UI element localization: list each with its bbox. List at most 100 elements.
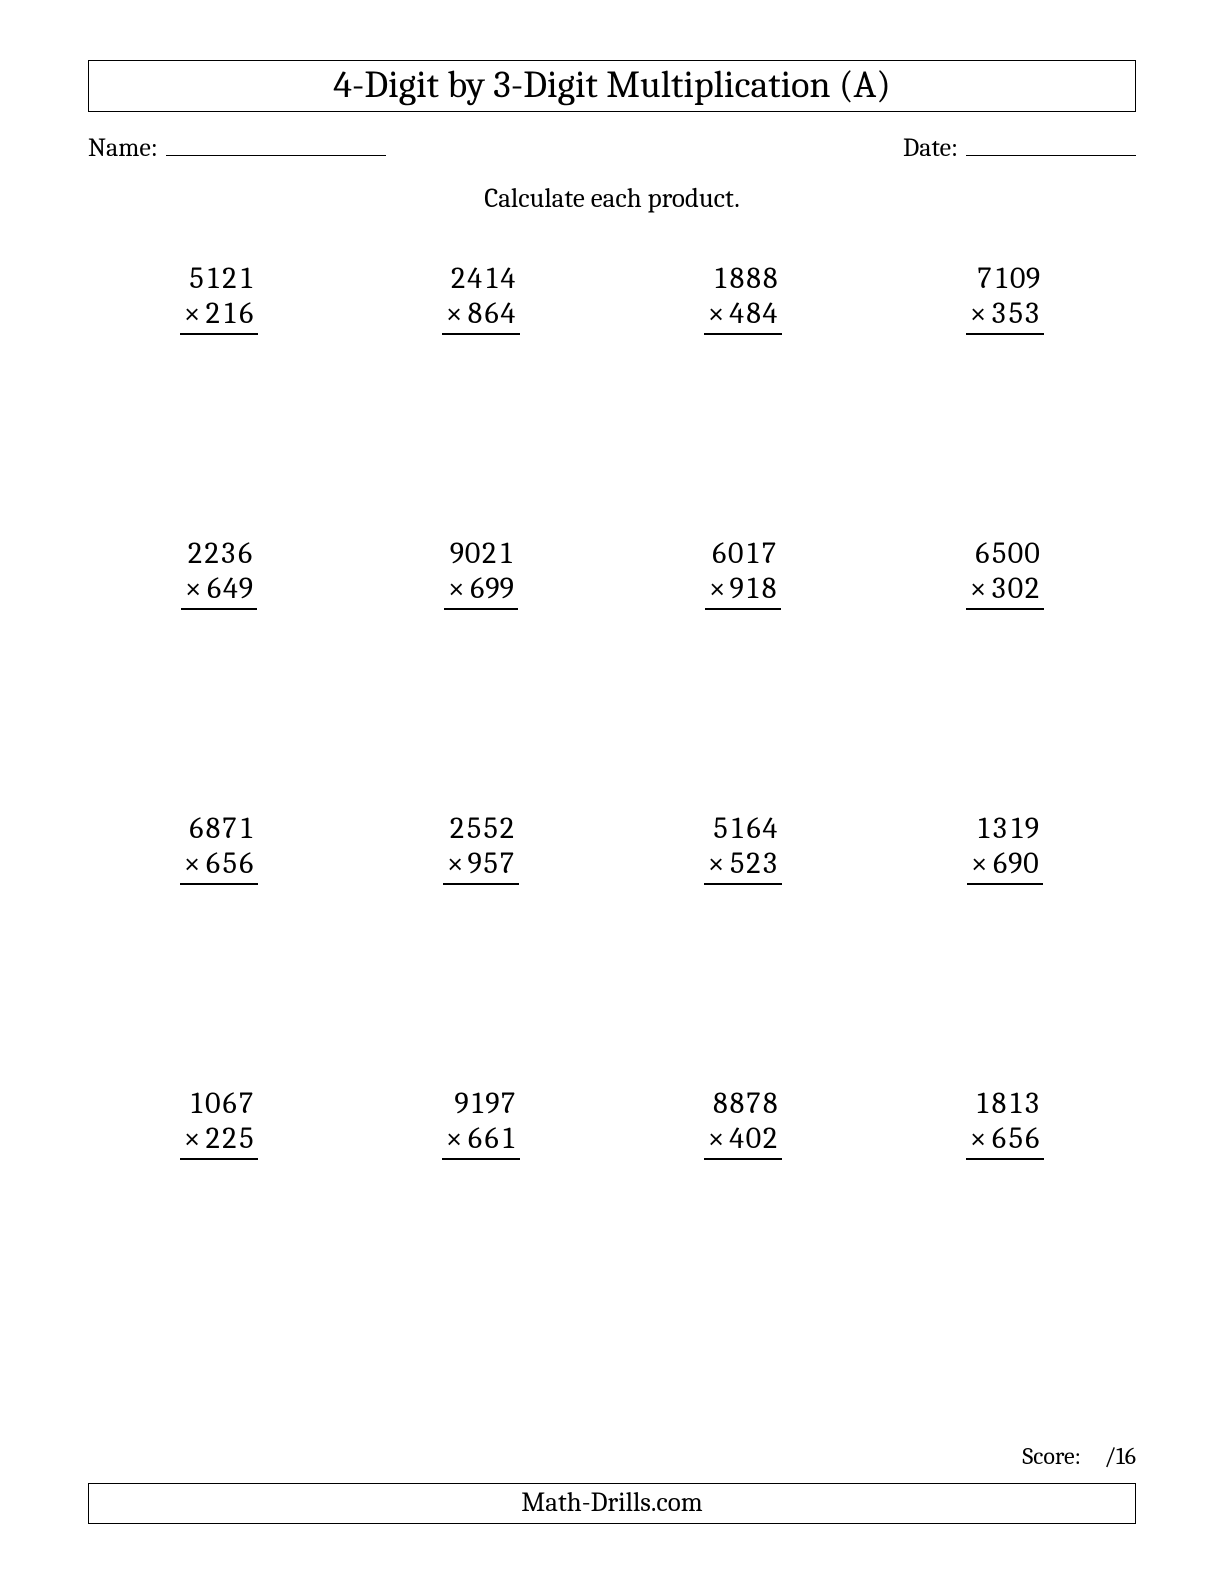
multiplier: 957	[468, 846, 516, 881]
multiplier-row: ×656	[966, 1122, 1045, 1161]
multiplier-row: ×864	[442, 297, 521, 336]
multiplicand: 6500	[966, 537, 1045, 572]
problem: 5121×216	[88, 262, 350, 537]
multiply-symbol: ×	[184, 296, 201, 331]
multiplier-row: ×523	[704, 847, 783, 886]
multiplicand: 5164	[704, 812, 783, 847]
multiply-symbol: ×	[184, 846, 201, 881]
multiplier: 523	[728, 846, 778, 881]
multiply-symbol: ×	[971, 846, 988, 881]
multiply-symbol: ×	[448, 571, 465, 606]
multiplier: 864	[466, 296, 516, 331]
meta-row: Name: Date:	[88, 130, 1136, 163]
multiplier-row: ×957	[443, 847, 519, 886]
multiplier-row: ×918	[705, 572, 781, 611]
multiplicand: 1888	[704, 262, 783, 297]
footer-text: Math-Drills.com	[521, 1487, 702, 1518]
problem: 6017×918	[612, 537, 874, 812]
multiplication-problem: 1067×225	[180, 1087, 259, 1362]
multiplier: 690	[992, 846, 1040, 881]
multiplication-problem: 6871×656	[180, 812, 259, 1087]
problem: 2414×864	[350, 262, 612, 537]
problem: 6500×302	[874, 537, 1136, 812]
multiplication-problem: 6500×302	[966, 537, 1045, 812]
multiplication-problem: 1888×484	[704, 262, 783, 537]
multiply-symbol: ×	[446, 296, 463, 331]
multiply-symbol: ×	[708, 296, 725, 331]
multiplicand: 1319	[967, 812, 1043, 847]
problem: 9021×699	[350, 537, 612, 812]
multiplier-row: ×216	[180, 297, 259, 336]
multiplier-row: ×661	[442, 1122, 521, 1161]
multiplication-problem: 9197×661	[442, 1087, 521, 1362]
problem: 8878×402	[612, 1087, 874, 1362]
problems-grid: 5121×2162414×8641888×4847109×3532236×649…	[88, 262, 1136, 1362]
multiplier: 918	[730, 571, 778, 606]
multiplication-problem: 6017×918	[705, 537, 781, 812]
multiply-symbol: ×	[970, 296, 987, 331]
multiplier: 302	[990, 571, 1040, 606]
multiplication-problem: 1813×656	[966, 1087, 1045, 1362]
problem: 2236×649	[88, 537, 350, 812]
multiplier: 656	[204, 846, 254, 881]
multiplication-problem: 1319×690	[967, 812, 1043, 1087]
multiplicand: 2236	[181, 537, 257, 572]
multiplicand: 5121	[180, 262, 259, 297]
score-total: /16	[1104, 1442, 1136, 1470]
multiply-symbol: ×	[446, 1121, 463, 1156]
worksheet-title: 4-Digit by 3-Digit Multiplication (A)	[333, 63, 891, 107]
multiplier-row: ×699	[444, 572, 518, 611]
multiplier: 649	[206, 571, 254, 606]
multiplicand: 8878	[704, 1087, 783, 1122]
multiplier: 699	[469, 571, 514, 606]
multiplier-row: ×302	[966, 572, 1045, 611]
problem: 1319×690	[874, 812, 1136, 1087]
multiplier-row: ×353	[966, 297, 1045, 336]
multiplier: 484	[728, 296, 778, 331]
worksheet-page: 4-Digit by 3-Digit Multiplication (A) Na…	[88, 60, 1136, 1524]
multiplication-problem: 9021×699	[444, 537, 518, 812]
multiply-symbol: ×	[708, 1121, 725, 1156]
date-label: Date:	[903, 133, 958, 163]
multiplication-problem: 2552×957	[443, 812, 519, 1087]
date-field-group: Date:	[903, 130, 1136, 163]
multiplication-problem: 8878×402	[704, 1087, 783, 1362]
multiplicand: 1813	[966, 1087, 1045, 1122]
footer-box: Math-Drills.com	[88, 1483, 1136, 1524]
multiplicand: 9021	[444, 537, 518, 572]
multiplier: 225	[204, 1121, 254, 1156]
multiplier: 402	[728, 1121, 778, 1156]
multiplicand: 9197	[442, 1087, 521, 1122]
multiply-symbol: ×	[708, 846, 725, 881]
multiplier: 216	[204, 296, 254, 331]
multiplication-problem: 5121×216	[180, 262, 259, 537]
multiply-symbol: ×	[184, 1121, 201, 1156]
problem: 1067×225	[88, 1087, 350, 1362]
multiplier: 353	[990, 296, 1040, 331]
multiplicand: 6871	[180, 812, 259, 847]
multiplicand: 1067	[180, 1087, 259, 1122]
score-label: Score:	[1022, 1442, 1081, 1470]
problem: 9197×661	[350, 1087, 612, 1362]
name-field-group: Name:	[88, 130, 386, 163]
multiplier-row: ×649	[181, 572, 257, 611]
multiplier: 656	[990, 1121, 1040, 1156]
multiplier-row: ×656	[180, 847, 259, 886]
instruction-text: Calculate each product.	[88, 183, 1136, 214]
name-blank[interactable]	[166, 130, 386, 156]
multiplier-row: ×402	[704, 1122, 783, 1161]
multiply-symbol: ×	[709, 571, 726, 606]
score-area: Score: /16	[1022, 1442, 1136, 1470]
problem: 1888×484	[612, 262, 874, 537]
multiply-symbol: ×	[970, 1121, 987, 1156]
multiplicand: 6017	[705, 537, 781, 572]
multiplier-row: ×484	[704, 297, 783, 336]
multiplier-row: ×690	[967, 847, 1043, 886]
problem: 6871×656	[88, 812, 350, 1087]
multiplicand: 2414	[442, 262, 521, 297]
title-box: 4-Digit by 3-Digit Multiplication (A)	[88, 60, 1136, 112]
multiplication-problem: 2236×649	[181, 537, 257, 812]
date-blank[interactable]	[966, 130, 1136, 156]
problem: 2552×957	[350, 812, 612, 1087]
multiplication-problem: 5164×523	[704, 812, 783, 1087]
